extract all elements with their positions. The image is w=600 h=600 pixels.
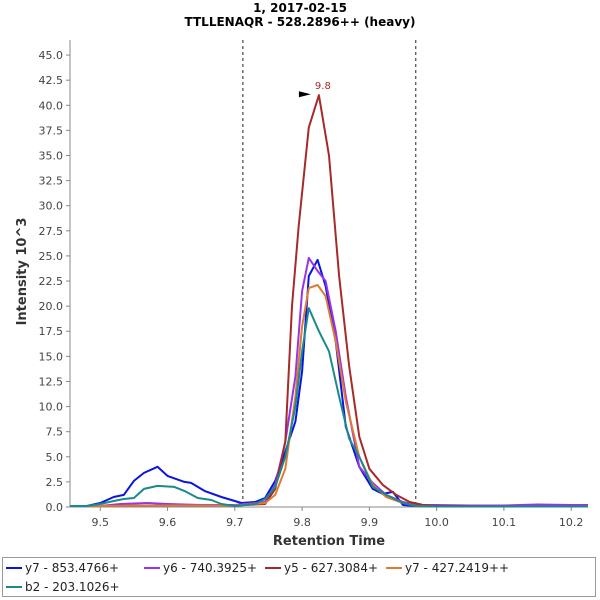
- y-tick-label: 12.5: [39, 375, 64, 388]
- plot-background: [70, 40, 588, 507]
- legend-label: y7 - 427.2419++: [405, 561, 510, 575]
- legend-item-5: b2 - 203.1026+: [6, 579, 120, 595]
- legend: y7 - 853.4766+ y6 - 740.3925+ y5 - 627.308…: [2, 557, 596, 597]
- legend-swatch: [6, 567, 22, 569]
- x-tick-label: 10.1: [492, 516, 517, 529]
- x-axis: 9.5 9.6 9.7 9.8 9.9 10.0 10.1 10.2: [92, 507, 584, 529]
- y-tick-label: 30.0: [39, 200, 64, 213]
- y-tick-label: 37.5: [39, 124, 64, 137]
- y-tick-label: 17.5: [39, 325, 64, 338]
- x-tick-label: 9.6: [159, 516, 177, 529]
- legend-item-3: y5 - 627.3084+: [265, 560, 378, 576]
- y-tick-label: 20.0: [39, 300, 64, 313]
- y-tick-label: 7.5: [46, 426, 64, 439]
- legend-item-4: y7 - 427.2419++: [386, 560, 509, 576]
- legend-item-2: y6 - 740.3925+: [144, 560, 257, 576]
- peak-label: 9.8: [315, 81, 331, 92]
- x-axis-label: Retention Time: [273, 534, 385, 549]
- legend-item-1: y7 - 853.4766+: [6, 560, 119, 576]
- legend-label: b2 - 203.1026+: [25, 580, 120, 594]
- x-tick-label: 10.0: [424, 516, 449, 529]
- peak-annotation: 9.8: [298, 81, 331, 98]
- y-tick-label: 32.5: [39, 175, 64, 188]
- y-tick-label: 0.0: [46, 501, 64, 514]
- series-line-5: [70, 307, 588, 508]
- peak-arrow-icon: [298, 91, 311, 98]
- y-tick-label: 10.0: [39, 401, 64, 414]
- legend-swatch: [6, 586, 22, 588]
- x-tick-label: 9.7: [226, 516, 244, 529]
- x-tick-label: 10.2: [559, 516, 584, 529]
- chart-subtitle: TTLLENAQR - 528.2896++ (heavy): [185, 15, 416, 29]
- y-axis: 0.0 2.5 5.0 7.5 10.0 12.5 15.0 17.5 20.0 22.5 25.0…: [39, 49, 70, 514]
- y-axis-label: Intensity 10^3: [15, 218, 30, 326]
- x-tick-label: 9.9: [361, 516, 379, 529]
- legend-label: y5 - 627.3084+: [284, 561, 379, 575]
- legend-label: y7 - 853.4766+: [25, 561, 120, 575]
- y-tick-label: 40.0: [39, 99, 64, 112]
- y-tick-label: 22.5: [39, 275, 64, 288]
- y-tick-label: 2.5: [46, 476, 64, 489]
- legend-swatch: [386, 567, 402, 569]
- y-tick-label: 27.5: [39, 225, 64, 238]
- plot-area: [69, 40, 588, 508]
- legend-swatch: [265, 567, 281, 569]
- chart-title: 1, 2017-02-15: [253, 1, 347, 15]
- x-tick-label: 9.5: [92, 516, 110, 529]
- y-tick-label: 35.0: [39, 149, 64, 162]
- x-tick-label: 9.8: [293, 516, 311, 529]
- legend-swatch: [144, 567, 160, 569]
- y-tick-label: 5.0: [46, 451, 64, 464]
- series-lines: [70, 94, 588, 508]
- legend-label: y6 - 740.3925+: [163, 561, 258, 575]
- y-tick-label: 15.0: [39, 350, 64, 363]
- y-tick-label: 42.5: [39, 74, 64, 87]
- y-tick-label: 45.0: [39, 49, 64, 62]
- y-tick-label: 25.0: [39, 250, 64, 263]
